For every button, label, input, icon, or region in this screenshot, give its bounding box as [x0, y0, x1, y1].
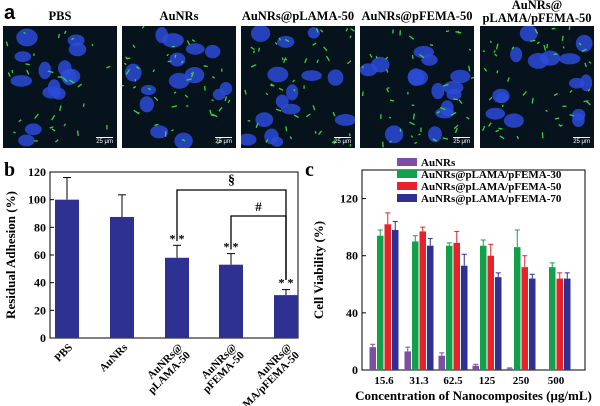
panel-b-bar: [165, 257, 189, 338]
panel-c-legend-label-2: AuNRs@pLAMA/pFEMA-30: [421, 169, 562, 181]
panel-b-significance: * *: [279, 276, 294, 290]
panel-b-bar: [219, 264, 243, 338]
panel-b-xtick-label-line: PBS: [52, 342, 75, 365]
panel-b-bar: [55, 199, 79, 338]
micrograph-1: 25 μm: [3, 26, 117, 148]
panel-c-bar-4: [564, 278, 571, 370]
panel-b-ytick-label: 40: [34, 276, 46, 290]
panel-c-bar-1: [472, 365, 479, 370]
panel-c-bar-3: [419, 231, 426, 370]
image-title-4: AuNRs@pFEMA-50: [361, 9, 473, 23]
panel-c-xtick-label: 15.6: [374, 375, 394, 387]
panel-c-legend-swatch-1: [397, 158, 417, 166]
panel-c-bar-1: [404, 351, 411, 370]
panel-c-legend-swatch-2: [397, 170, 417, 178]
panel-b-bar: [110, 216, 134, 338]
micrograph-3: 25 μm: [241, 26, 355, 148]
panel-c-bar-1: [506, 368, 513, 370]
panel-c-xtick-label: 31.3: [409, 375, 429, 387]
panel-c-xtick-label: 250: [513, 375, 530, 387]
panel-c-legend-label-3: AuNRs@pLAMA/pFEMA-50: [421, 181, 562, 193]
panel-c-bar-2: [412, 241, 419, 370]
panel-c-legend-label-1: AuNRs: [421, 157, 456, 169]
panel-c-bar-2: [377, 235, 384, 370]
image-title-1: PBS: [48, 9, 72, 23]
panel-b-ytick-label: 100: [28, 193, 46, 207]
panel-c-bar-2: [514, 247, 521, 370]
panel-c-bar-3: [384, 224, 391, 370]
scale-bar-2: 25 μm: [215, 137, 232, 145]
panel-b-bracket-label: #: [255, 199, 262, 214]
panel-c-ytick-label: 0: [352, 363, 358, 377]
scale-bar-4: 25 μm: [453, 137, 470, 145]
panel-a-label: a: [4, 2, 16, 24]
image-title-2: AuNRs: [159, 9, 199, 23]
panel-c-bar-3: [521, 267, 528, 370]
image-title-5: AuNRs@ pLAMA/pFEMA-50: [482, 0, 592, 25]
panel-c-bar-4: [461, 265, 468, 370]
panel-b-ytick-label: 20: [34, 303, 46, 317]
panel-c-bar-1: [369, 347, 376, 370]
panel-c-bar-3: [453, 242, 460, 370]
panel-c-xtick-label: 62.5: [443, 375, 463, 387]
scale-bar-5: 25 μm: [573, 137, 590, 145]
panel-c-legend-label-4: AuNRs@pLAMA/pFEMA-70: [421, 193, 562, 205]
panel-c-bar-3: [487, 255, 494, 370]
panel-c-label: c: [305, 159, 314, 181]
micrograph-5: 25 μm: [480, 26, 594, 148]
panel-b-xtick-label: PBS: [52, 342, 75, 365]
panel-c-ytick-label: 80: [346, 249, 358, 263]
panel-b-bar: [274, 295, 298, 338]
panel-b-ytick-label: 60: [34, 248, 46, 262]
micrograph-2: 25 μm: [122, 26, 236, 148]
panel-c-bar-4: [529, 278, 536, 370]
panel-c-ytick-label: 120: [340, 192, 358, 206]
image-title-3: AuNRs@pLAMA-50: [241, 9, 355, 23]
panel-b-xtick-label-line: AuNRs: [97, 341, 130, 374]
panel-c-xtick-label: 125: [479, 375, 496, 387]
panel-b-ytick-label: 120: [28, 165, 46, 179]
panel-b-xtick-label: AuNRs@pFEMA-50: [193, 341, 247, 395]
panel-c-ytick-label: 40: [346, 306, 358, 320]
scale-bar-1: 25 μm: [96, 137, 113, 145]
panel-b-bracket-label: §: [228, 173, 235, 188]
panel-c-xlabel: Concentration of Nanocomposites (μg/mL): [355, 388, 592, 403]
panel-c-bar-3: [556, 278, 563, 370]
panel-c-bar-2: [480, 245, 487, 370]
scale-bar-3: 25 μm: [334, 137, 351, 145]
panel-c-legend-swatch-3: [397, 182, 417, 190]
panel-c-bar-2: [446, 245, 453, 370]
panel-b-ytick-label: 0: [40, 331, 46, 345]
panel-c-xtick-label: 500: [548, 375, 565, 387]
panel-c-ylabel: Cell Viability (%): [311, 221, 326, 319]
panel-c-bar-4: [495, 277, 502, 370]
panel-c-bar-1: [438, 355, 445, 370]
panel-b-ytick-label: 80: [34, 220, 46, 234]
panel-c-legend-swatch-4: [397, 194, 417, 202]
micrograph-4: 25 μm: [360, 26, 474, 148]
panel-c-bar-4: [392, 230, 399, 370]
panel-b-bracket-hash: [230, 215, 287, 280]
panel-b-ylabel: Residual Adhesion (%): [3, 191, 18, 319]
panel-b-xtick-label: AuNRs@pLAMA-50: [138, 341, 193, 396]
panel-b-xtick-label: AuNRs: [97, 341, 130, 374]
panel-b-label: b: [4, 159, 15, 181]
panel-c-bar-2: [549, 267, 556, 370]
panel-c-bar-4: [427, 245, 434, 370]
